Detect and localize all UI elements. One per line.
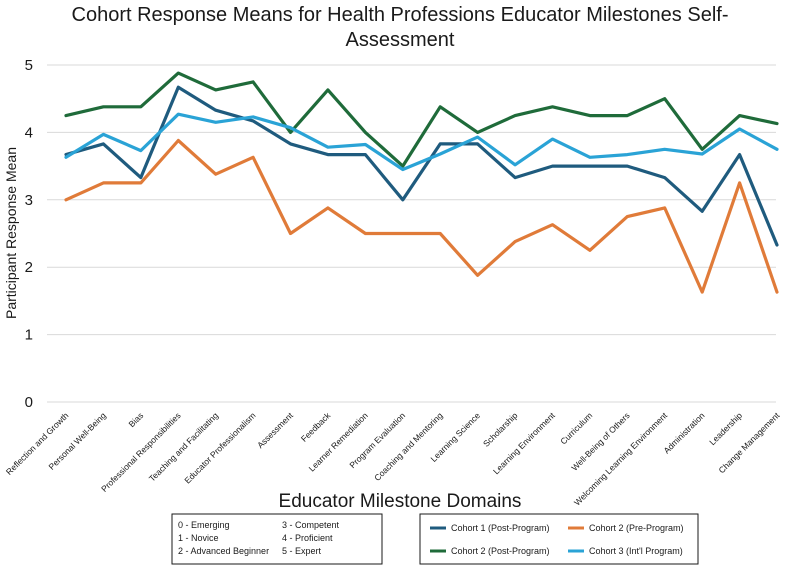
y-tick-label: 3 [25,192,33,209]
scale-key-entry: 2 - Advanced Beginner [178,546,269,556]
x-tick-label: Curriculum [558,410,594,446]
series-lines [64,71,779,294]
series-line-4 [64,112,779,172]
chart-title: Cohort Response Means for Health Profess… [72,4,729,51]
legend-border [419,513,699,565]
scale-key-entry: 5 - Expert [282,546,322,556]
scale-key-entry: 3 - Competent [282,520,340,530]
y-tick-label: 5 [25,57,33,74]
scale-key-entry: 1 - Novice [178,533,219,543]
chart-title-line: Cohort Response Means for Health Profess… [72,4,729,26]
scale-key-entry: 4 - Proficient [282,533,333,543]
x-tick-label: Reflection and Growth [4,410,71,477]
y-axis-ticks: 0 1 2 3 4 5 [25,57,33,411]
series-line-3 [64,71,779,168]
legend-label: Cohort 1 (Post-Program) [451,523,550,533]
legend: Cohort 1 (Post-Program) Cohort 2 (Pre-Pro… [419,513,699,565]
x-tick-label: Teaching and Facilitating [147,410,220,483]
chart-title-line: Assessment [346,29,455,51]
scale-key-entry: 0 - Emerging [178,520,230,530]
x-tick-label: Coaching and Mentoring [372,410,445,483]
x-tick-label: Assessment [255,410,295,450]
y-axis-title: Participant Response Mean [3,147,19,319]
legend-label: Cohort 2 (Pre-Program) [589,523,684,533]
series-line-2 [64,138,779,294]
x-tick-label: Bias [126,410,145,429]
gridlines [47,64,776,403]
scale-key-border [171,513,383,565]
series-line-1 [64,85,779,247]
y-tick-label: 2 [25,259,33,276]
x-tick-label: Leadership [707,410,744,447]
legend-label: Cohort 3 (Int'l Program) [589,546,683,556]
y-tick-label: 0 [25,394,33,411]
legend-entries: Cohort 1 (Post-Program) Cohort 2 (Pre-Pro… [430,523,684,556]
scale-key-box: 0 - Emerging 1 - Novice 2 - Advanced Begin… [171,513,383,565]
x-tick-label: Scholarship [481,410,520,449]
legend-label: Cohort 2 (Post-Program) [451,546,550,556]
y-tick-label: 4 [25,124,33,141]
x-tick-label: Educator Professionalism [182,410,257,485]
x-axis-title: Educator Milestone Domains [279,491,522,512]
y-tick-label: 1 [25,327,33,344]
x-tick-label: Feedback [299,410,333,444]
x-tick-label: Learning Environment [491,410,557,476]
scale-key-entries: 0 - Emerging 1 - Novice 2 - Advanced Begin… [178,520,340,556]
